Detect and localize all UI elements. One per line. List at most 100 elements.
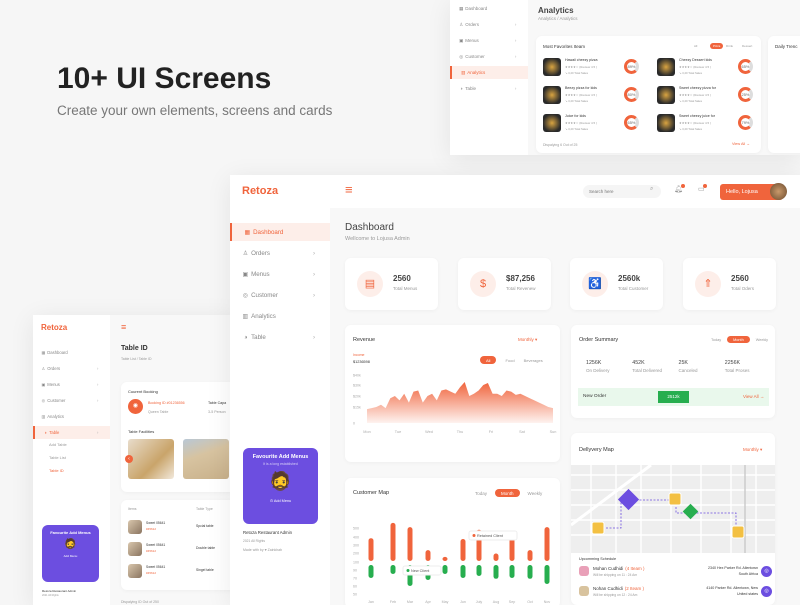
avatar[interactable] [770, 183, 787, 200]
revenue-chart: 0 $15k $20k $30k $40k Mon Tue Wed Thu Fri Sat Sun [353, 374, 556, 435]
tab-weekly[interactable]: Weekly [527, 490, 543, 496]
new-client-bar[interactable] [527, 565, 533, 579]
tab-today[interactable]: Today [475, 490, 488, 496]
new-client-bar[interactable] [442, 565, 448, 574]
retained-client-bar[interactable] [390, 522, 396, 561]
retained-client-bar[interactable] [493, 553, 499, 562]
filter-tab[interactable]: Pizza [710, 43, 724, 49]
sidebar-item-table[interactable]: ◑ Table › [230, 328, 330, 346]
retained-client-bar[interactable] [368, 538, 374, 561]
new-client-bar[interactable] [493, 565, 499, 579]
stat-label: Total Menus [393, 286, 418, 291]
dashboard-screen: Retoza Favourite Add Menus It is a long … [230, 175, 800, 605]
food-image [657, 86, 675, 104]
sidebar-item-table[interactable]: ◑ Table › [33, 426, 110, 439]
new-client-bar[interactable] [368, 565, 374, 578]
tab-month[interactable]: Month [495, 489, 520, 497]
new-client-bar[interactable] [460, 565, 466, 578]
filter-tab[interactable]: Dessert [742, 44, 753, 48]
table-row[interactable]: Sweet 05641 #45612 Singel table [121, 562, 240, 582]
period-dropdown[interactable]: Monthly ▾ [518, 337, 538, 342]
retained-client-bar[interactable] [527, 550, 533, 561]
sidebar-item-menus[interactable]: ▣ Menus › [450, 34, 528, 47]
location-icon[interactable]: ◎ [761, 566, 772, 577]
add-menu-button[interactable]: Add Menu [63, 554, 78, 558]
tab-month[interactable]: Month [727, 336, 750, 343]
y-tick-label: 90 [353, 569, 357, 573]
progress-ring: 25% [738, 87, 753, 102]
card-title: Dellyvery Map [579, 447, 614, 453]
footer-text: Dispalying 6 Out of 25 [543, 143, 578, 147]
message-icon[interactable]: ▭ [698, 184, 707, 193]
tab-weekly[interactable]: Weekly [755, 337, 769, 342]
y-tick-label: 400 [353, 536, 359, 540]
sidebar-item-label: Orders [47, 366, 61, 371]
retained-client-bar[interactable] [544, 527, 550, 561]
add-menu-button[interactable]: ⊙ Add Menu [269, 499, 292, 503]
hero-title: 10+ UI Screens [57, 62, 272, 95]
period-dropdown[interactable]: Monthly ▾ [743, 447, 763, 452]
sub-nav-item[interactable]: Table ID [49, 468, 64, 473]
retained-client-bar[interactable] [407, 527, 413, 561]
user-menu-button[interactable]: Hello, Lojusa [720, 184, 783, 200]
user-icon: ◎ [459, 53, 464, 59]
sidebar-item-dashboard[interactable]: ▦ Dashboard [230, 223, 330, 241]
bell-icon[interactable]: 🔔︎ [674, 184, 685, 193]
sidebar-item-analytics[interactable]: ▥ Analytics [450, 66, 528, 79]
prev-arrow-icon[interactable]: ‹ [125, 455, 133, 463]
delivery-map[interactable] [571, 465, 775, 553]
tab-beverages[interactable]: Beverages [523, 357, 543, 363]
sidebar-item-table[interactable]: ◑ Table › [450, 82, 528, 95]
sidebar-item-orders[interactable]: ♙ Orders › [230, 244, 330, 262]
table-row[interactable]: Sweet 05641 #45612 Spcial table [121, 518, 240, 538]
sidebar-item-customer[interactable]: ◎ Customer › [450, 50, 528, 63]
search-icon[interactable]: ⌕ [650, 186, 654, 192]
search-input[interactable] [583, 185, 661, 198]
retained-client-bar[interactable] [442, 556, 448, 561]
sub-nav-item[interactable]: Table List [49, 455, 66, 460]
customer-map-card: Customer Map Today Month Weekly 50 60 70 90 10… [345, 478, 560, 605]
hamburger-icon[interactable]: ≡ [345, 182, 353, 197]
chevron-right-icon: › [312, 333, 315, 341]
sidebar-item-orders[interactable]: ♙ Orders › [33, 362, 110, 375]
new-client-bar[interactable] [476, 565, 482, 576]
chevron-right-icon: › [312, 270, 315, 278]
hamburger-icon[interactable]: ≡ [121, 322, 127, 332]
tab-food[interactable]: Food [505, 357, 515, 363]
page-subtitle: Wellcome to Lojusa Admin [345, 236, 410, 242]
sidebar-item-customer[interactable]: ◎ Customer › [230, 286, 330, 304]
retained-client-bar[interactable] [425, 550, 431, 561]
tab-all[interactable]: All [480, 356, 497, 364]
view-all-link[interactable]: View All → [743, 394, 765, 399]
y-tick-label: 100 [353, 561, 359, 565]
retained-client-bar[interactable] [460, 539, 466, 561]
sidebar-item-menus[interactable]: ▣ Menus › [230, 265, 330, 283]
customer-map-chart: 50 60 70 90 100 200 300 400 500 Jan Feb Mar Apr May Ju… [353, 522, 550, 604]
item-count: (2 Iteam ) [624, 586, 645, 591]
sidebar-item-dashboard[interactable]: ▦ Dashboard [450, 2, 528, 15]
row-thumbnail [128, 520, 142, 534]
chevron-right-icon: › [97, 366, 99, 371]
sidebar-item-customer[interactable]: ◎ Customer › [33, 394, 110, 407]
sub-nav-item[interactable]: Add Table [49, 442, 67, 447]
avatar [579, 566, 589, 576]
sidebar-item-menus[interactable]: ▣ Menus › [33, 378, 110, 391]
new-client-bar[interactable] [544, 565, 550, 584]
table-row[interactable]: Sweet 05641 #45612 Double table [121, 540, 240, 560]
sidebar-item-analytics[interactable]: ▥ Analytics [230, 307, 330, 325]
filter-tab[interactable]: Drink [726, 44, 734, 48]
sidebar-item-analytics[interactable]: ▥ Analytics [33, 410, 110, 423]
rocket-icon: ⇑ [695, 271, 721, 297]
wheelchair-icon: ♿ [582, 271, 608, 297]
new-client-bar[interactable] [390, 565, 396, 574]
sidebar-item-orders[interactable]: ♙ Orders › [450, 18, 528, 31]
filter-tab[interactable]: All [694, 44, 698, 48]
tab-today[interactable]: Today [711, 337, 722, 342]
new-order-row: New Order 2512k View All → [578, 388, 769, 406]
new-client-bar[interactable] [509, 565, 515, 578]
sidebar-item-dashboard[interactable]: ▦ Dashboard [33, 346, 110, 359]
sidebar-item-label: Analytics [251, 312, 276, 320]
food-image [543, 86, 561, 104]
location-icon[interactable]: ◎ [761, 586, 772, 597]
view-all-link[interactable]: View All → [732, 142, 751, 146]
